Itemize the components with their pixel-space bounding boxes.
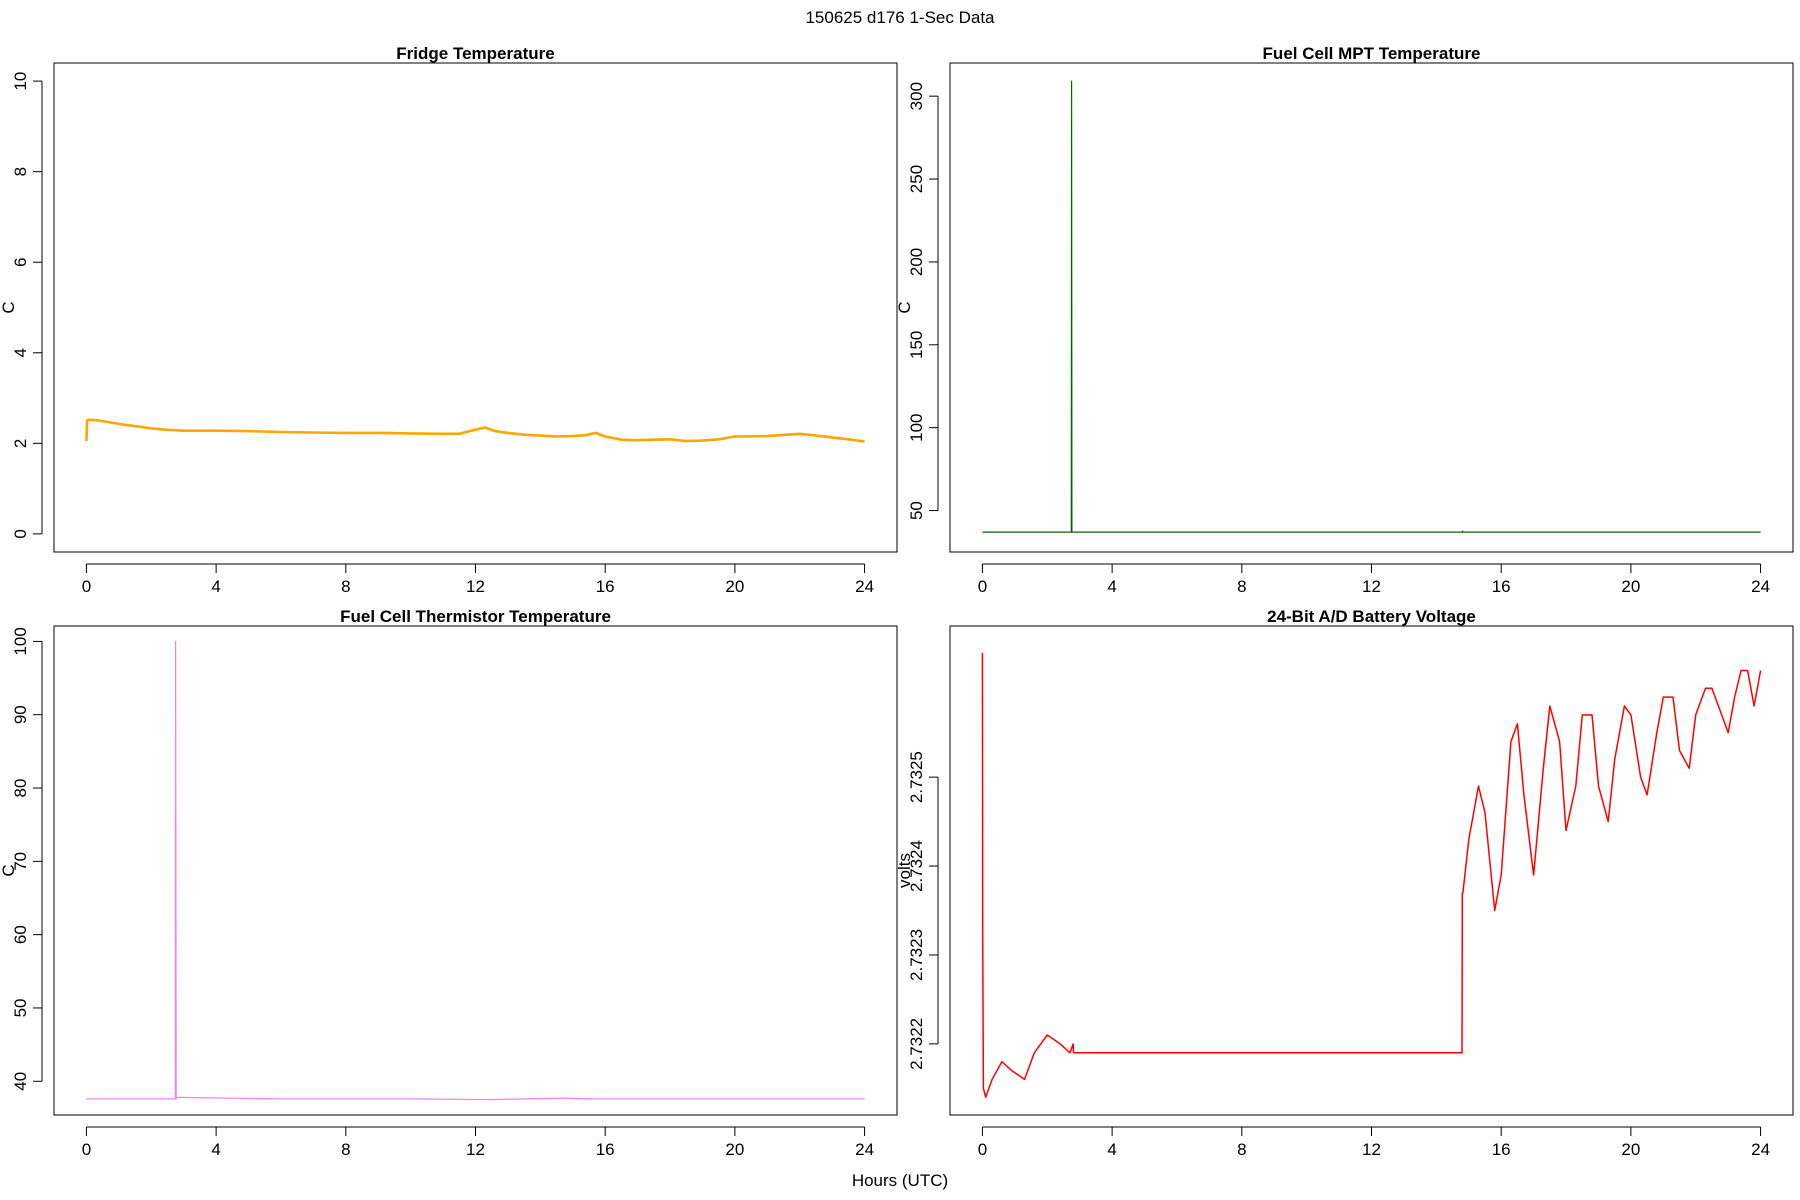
chart-2-x-tick-label: 24: [855, 1140, 874, 1159]
chart-1-y-tick-label: 250: [907, 165, 926, 193]
chart-0-x-tick-label: 20: [725, 577, 744, 596]
chart-0-y-tick-label: 0: [11, 529, 30, 538]
chart-3-title: 24-Bit A/D Battery Voltage: [1267, 607, 1476, 626]
chart-1-y-tick-label: 50: [907, 501, 926, 520]
chart-2-y-tick-label: 100: [11, 627, 30, 655]
chart-2-series-line-0: [86, 640, 865, 1101]
chart-2-y-tick-label: 80: [11, 779, 30, 798]
chart-1-x-tick-label: 4: [1107, 577, 1116, 596]
chart-0-y-tick-label: 6: [11, 257, 30, 266]
chart-0-x-tick-label: 16: [596, 577, 615, 596]
chart-3-x-tick-label: 16: [1492, 1140, 1511, 1159]
chart-1-plot-frame: [949, 62, 1794, 553]
chart-0-y-tick-label: 10: [11, 72, 30, 91]
chart-2-x-tick-label: 16: [596, 1140, 615, 1159]
chart-1-x-tick-label: 20: [1621, 577, 1640, 596]
chart-3-series-line-0: [981, 652, 1762, 1098]
chart-0-x-tick-label: 0: [82, 577, 91, 596]
figure-title: 150625 d176 1-Sec Data: [805, 8, 995, 27]
figure-x-axis-label: Hours (UTC): [852, 1171, 948, 1190]
chart-1-x-tick-label: 0: [978, 577, 987, 596]
chart-0-x-tick-label: 12: [466, 577, 485, 596]
chart-2-y-tick-label: 60: [11, 925, 30, 944]
chart-0-y-tick-label: 8: [11, 167, 30, 176]
chart-0-y-tick-label: 4: [11, 348, 30, 357]
panel-battery-voltage: 0 4 8 12 16 20 24 2.7322 2.7323 2.7324 2.7325 volts…: [895, 607, 1794, 1159]
chart-3-x-tick-label: 8: [1237, 1140, 1246, 1159]
chart-3-y-tick-label: 2.7323: [907, 929, 926, 981]
chart-1-y-tick-label: 300: [907, 82, 926, 110]
chart-1-series-line-0: [982, 80, 1761, 533]
chart-0-title: Fridge Temperature: [396, 44, 554, 63]
chart-3-x-tick-label: 20: [1621, 1140, 1640, 1159]
chart-1-x-tick-label: 8: [1237, 577, 1246, 596]
chart-0-y-axis-label: C: [0, 301, 18, 313]
chart-2-y-tick-label: 70: [11, 852, 30, 871]
chart-3-y-tick-label: 2.7324: [907, 840, 926, 892]
chart-3-x-tick-label: 12: [1362, 1140, 1381, 1159]
chart-3-y-tick-label: 2.7322: [907, 1018, 926, 1070]
chart-3-x-tick-label: 24: [1751, 1140, 1770, 1159]
chart-2-x-tick-label: 0: [82, 1140, 91, 1159]
chart-3-x-tick-label: 0: [978, 1140, 987, 1159]
panel-fuel-cell-mpt-temperature: 0 4 8 12 16 20 24 50 100 150 200 250 300 C Fuel Cell M…: [895, 44, 1794, 596]
chart-2-y-tick-label: 50: [11, 999, 30, 1018]
chart-3-y-tick-label: 2.7325: [907, 751, 926, 803]
chart-2-y-tick-label: 40: [11, 1072, 30, 1091]
chart-1-y-axis-label: C: [895, 301, 914, 313]
chart-1-title: Fuel Cell MPT Temperature: [1263, 44, 1481, 63]
chart-1-x-tick-label: 12: [1362, 577, 1381, 596]
chart-0-y-tick-label: 2: [11, 439, 30, 448]
chart-2-title: Fuel Cell Thermistor Temperature: [340, 607, 611, 626]
chart-1-y-tick-label: 150: [907, 331, 926, 359]
chart-0-series-line-0: [85, 418, 865, 443]
chart-2-x-tick-label: 20: [725, 1140, 744, 1159]
chart-3-plot-frame: [949, 625, 1794, 1116]
chart-0-plot-frame: [53, 62, 898, 553]
chart-0-x-tick-label: 24: [855, 577, 874, 596]
chart-2-x-tick-label: 4: [211, 1140, 220, 1159]
chart-1-y-tick-label: 100: [907, 413, 926, 441]
chart-0-x-tick-label: 4: [211, 577, 220, 596]
panel-fuel-cell-thermistor-temperature: 0 4 8 12 16 20 24 40 50 60 70 80 90 100 C Fuel Cell The…: [0, 607, 898, 1159]
chart-1-x-tick-label: 24: [1751, 577, 1770, 596]
chart-0-x-tick-label: 8: [341, 577, 350, 596]
chart-3-x-tick-label: 4: [1107, 1140, 1116, 1159]
chart-2-y-axis-label: C: [0, 864, 18, 876]
chart-2-x-tick-label: 8: [341, 1140, 350, 1159]
chart-2-x-tick-label: 12: [466, 1140, 485, 1159]
chart-1-x-tick-label: 16: [1492, 577, 1511, 596]
chart-2-y-tick-label: 90: [11, 705, 30, 724]
chart-1-y-tick-label: 200: [907, 248, 926, 276]
chart-2-plot-frame: [53, 625, 898, 1116]
chart-3-y-axis-label: volts: [895, 853, 914, 888]
